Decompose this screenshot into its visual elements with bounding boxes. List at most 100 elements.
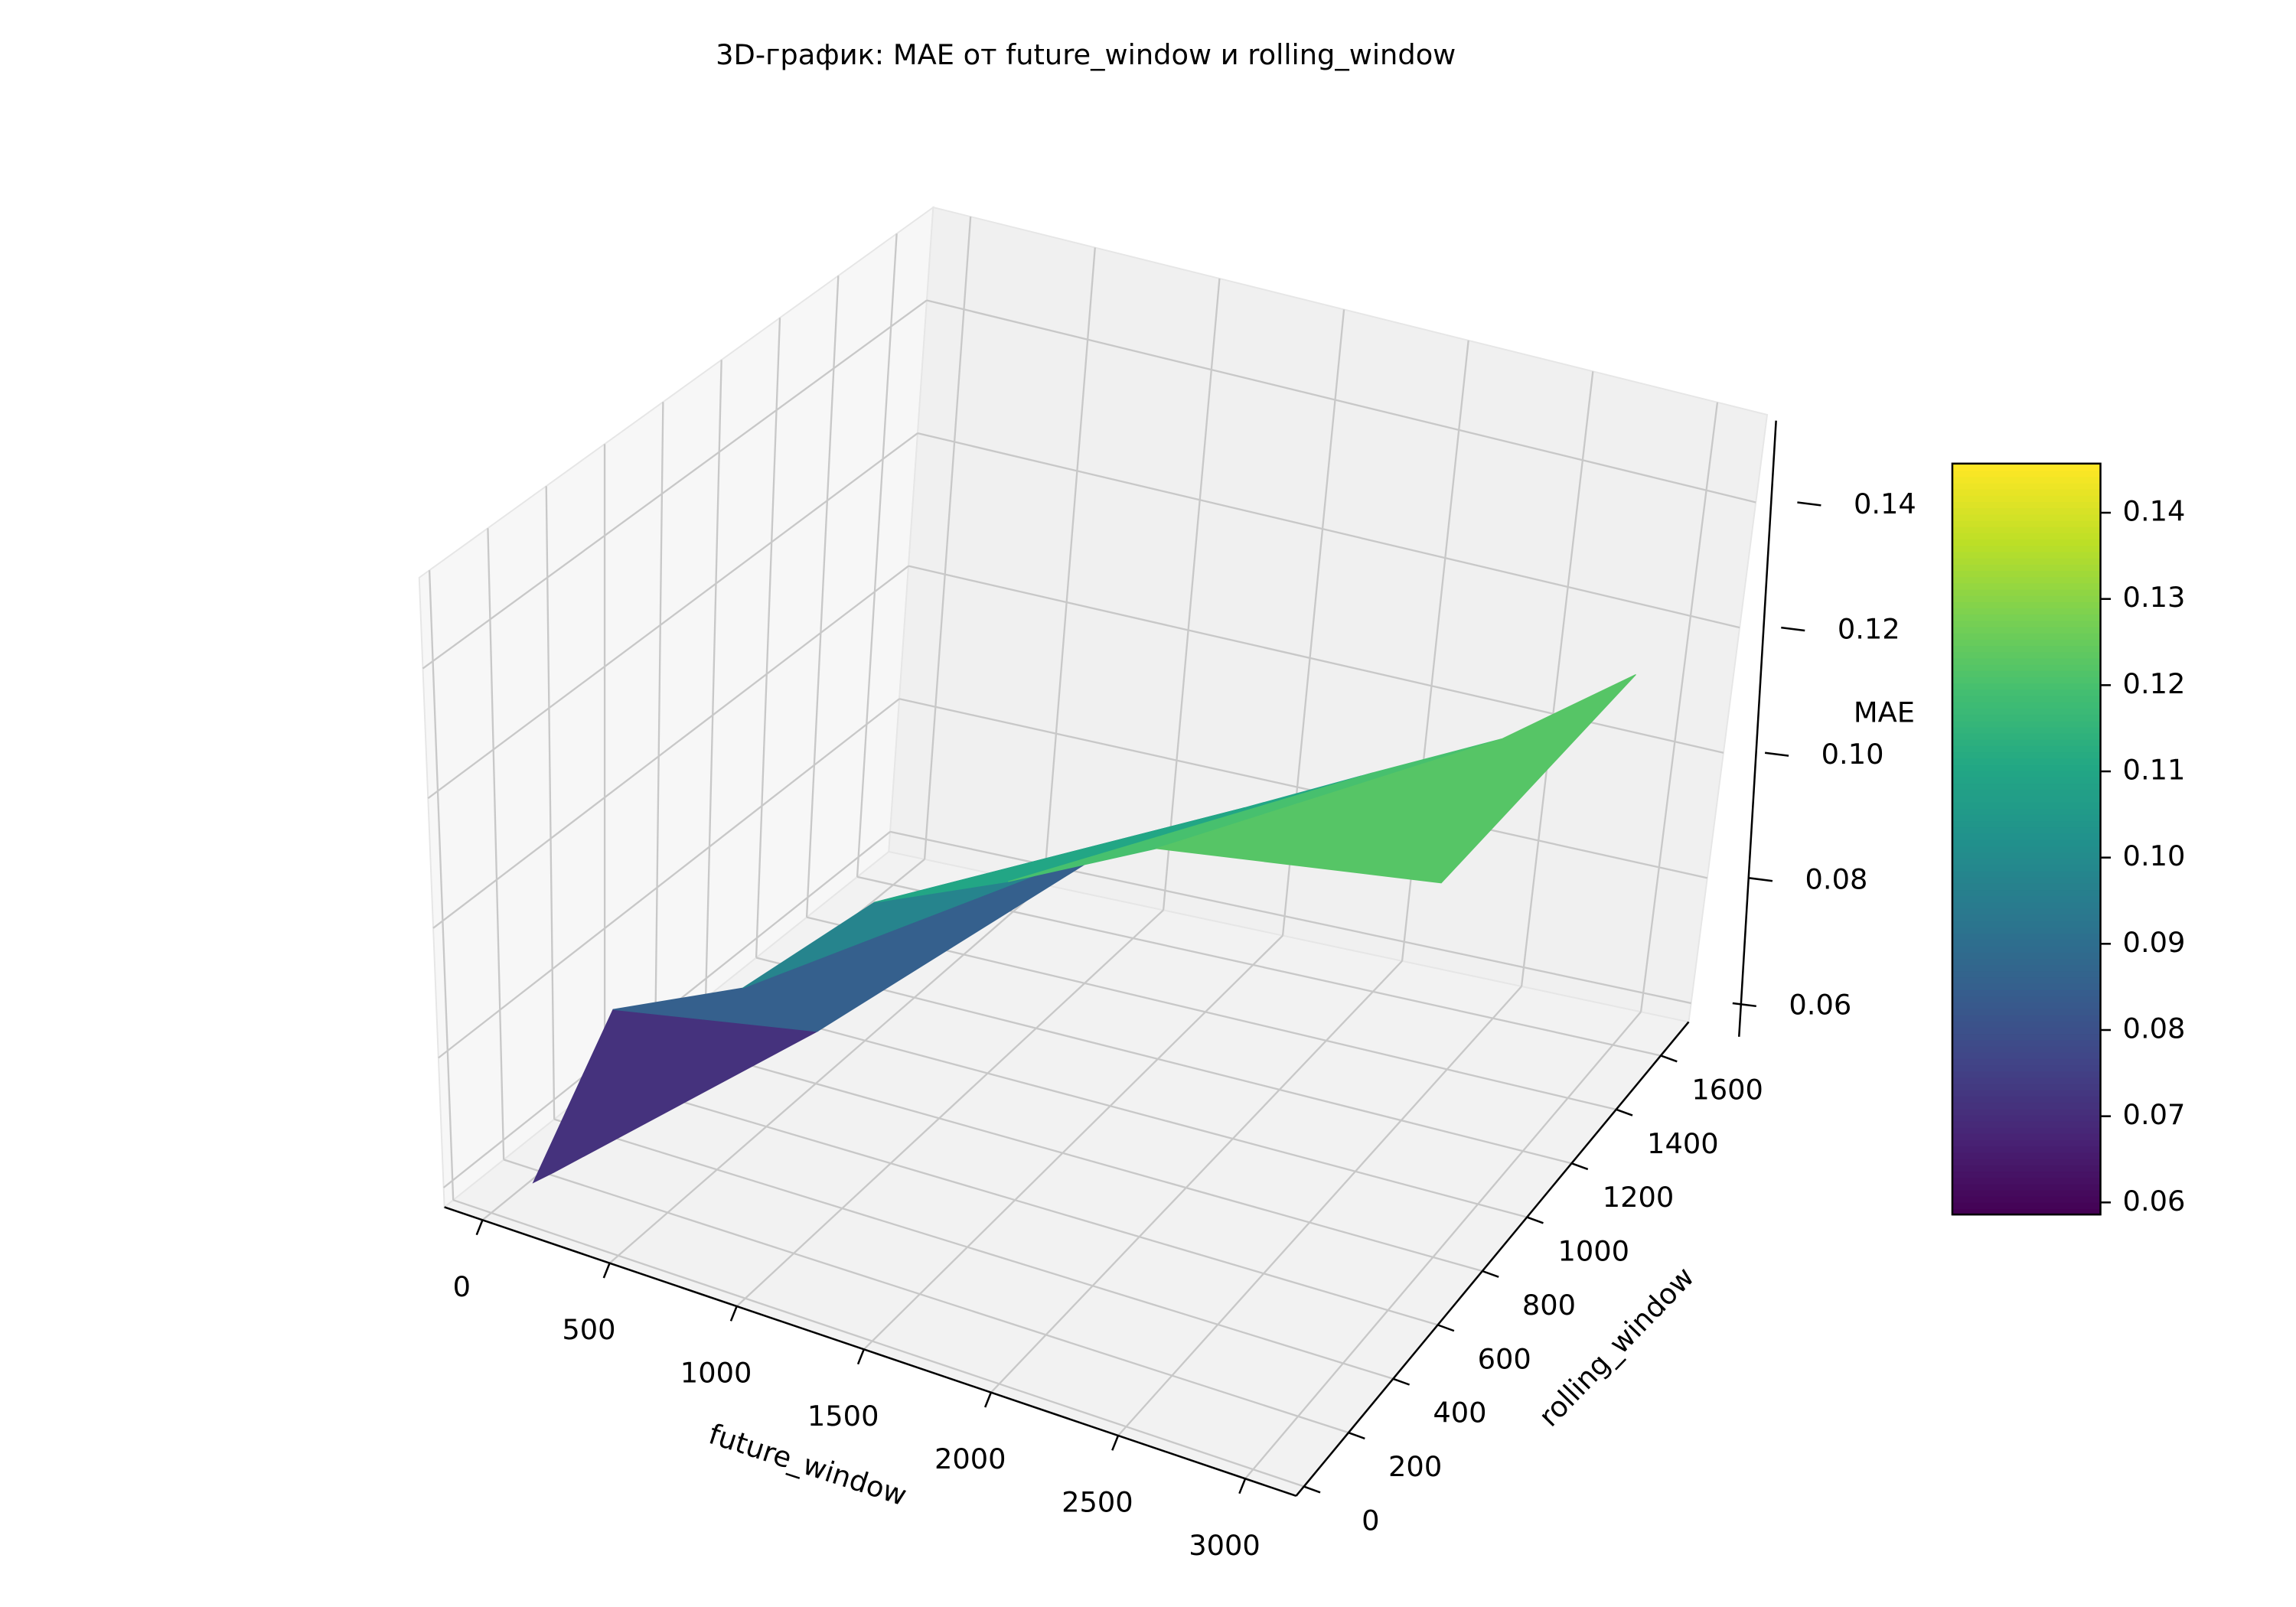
- colorbar-tick-label: 0.10: [2123, 839, 2186, 872]
- colorbar-step: [1952, 507, 2101, 515]
- colorbar-step: [1952, 738, 2101, 746]
- colorbar-step: [1952, 500, 2101, 509]
- x-tick-label: 2500: [1062, 1486, 1133, 1519]
- colorbar-tick-label: 0.09: [2123, 926, 2186, 959]
- x-tick-label: 500: [562, 1313, 615, 1346]
- colorbar-step: [1952, 813, 2101, 822]
- colorbar-step: [1952, 789, 2101, 797]
- colorbar-step: [1952, 670, 2101, 677]
- colorbar-step: [1952, 638, 2101, 647]
- colorbar-step: [1952, 713, 2101, 722]
- z-tick-label: 0.06: [1789, 988, 1851, 1021]
- colorbar-step: [1952, 857, 2101, 865]
- y-tick-label: 600: [1478, 1342, 1531, 1375]
- colorbar-step: [1952, 707, 2101, 715]
- grid-line: [1042, 247, 1096, 885]
- colorbar-step: [1952, 476, 2101, 484]
- colorbar-step: [1952, 1126, 2101, 1134]
- colorbar-step: [1952, 1120, 2101, 1128]
- grid-line: [503, 1159, 1349, 1434]
- colorbar-step: [1952, 1095, 2101, 1103]
- colorbar-step: [1952, 538, 2101, 546]
- grid-line: [755, 318, 781, 958]
- colorbar-step: [1952, 1170, 2101, 1178]
- x-tick-label: 0: [453, 1270, 471, 1303]
- colorbar-step: [1952, 1083, 2101, 1090]
- colorbar-step: [1952, 1002, 2101, 1009]
- colorbar-step: [1952, 683, 2101, 690]
- colorbar-step: [1952, 1008, 2101, 1015]
- colorbar-step: [1952, 557, 2101, 565]
- z-tick: [1797, 501, 1821, 507]
- colorbar-step: [1952, 951, 2101, 959]
- grid-line: [899, 698, 1708, 879]
- y-axis-line: [1295, 1021, 1690, 1497]
- chart-title: 3D-график: MAE от future_window и rollin…: [716, 38, 1456, 71]
- colorbar-step: [1952, 939, 2101, 947]
- colorbar-step: [1952, 845, 2101, 852]
- colorbar-step: [1952, 970, 2101, 978]
- colorbar-step: [1952, 864, 2101, 872]
- colorbar-step: [1952, 494, 2101, 503]
- colorbar-step: [1952, 1133, 2101, 1141]
- colorbar-step: [1952, 833, 2101, 840]
- y-tick-label: 1200: [1603, 1181, 1675, 1214]
- colorbar-step: [1952, 801, 2101, 809]
- y-tick: [1392, 1377, 1411, 1386]
- colorbar-step: [1952, 689, 2101, 696]
- colorbar-step: [1952, 632, 2101, 640]
- y-tick-label: 200: [1388, 1450, 1442, 1483]
- colorbar-step: [1952, 469, 2101, 478]
- x-tick: [856, 1348, 865, 1365]
- z-tick-label: 0.14: [1854, 487, 1916, 520]
- x-tick: [983, 1392, 993, 1408]
- colorbar-step: [1952, 701, 2101, 709]
- colorbar-step: [1952, 626, 2101, 634]
- colorbar-tick-label: 0.07: [2123, 1098, 2186, 1131]
- colorbar-step: [1952, 651, 2101, 659]
- y-tick-label: 0: [1362, 1504, 1379, 1537]
- colorbar-step: [1952, 1058, 2101, 1065]
- grid-line: [1520, 371, 1594, 987]
- colorbar-step: [1952, 1114, 2101, 1122]
- colorbar-tick-label: 0.06: [2123, 1185, 2186, 1217]
- grid-line: [856, 233, 898, 877]
- colorbar-step: [1952, 1039, 2101, 1047]
- colorbar-step: [1952, 563, 2101, 571]
- colorbar-step: [1952, 720, 2101, 728]
- x-tick: [1238, 1478, 1247, 1495]
- z-axis-line: [1738, 420, 1777, 1037]
- grid-line: [755, 957, 1572, 1165]
- y-tick-label: 800: [1522, 1289, 1576, 1322]
- colorbar-step: [1952, 551, 2101, 559]
- colorbar-step: [1952, 1208, 2101, 1216]
- colorbar-step: [1952, 795, 2101, 803]
- colorbar-step: [1952, 1139, 2101, 1147]
- grid-line: [608, 884, 1045, 1264]
- colorbar-step: [1952, 1071, 2101, 1078]
- colorbar-step: [1952, 588, 2101, 596]
- x-tick-label: 2000: [934, 1442, 1006, 1475]
- colorbar-step: [1952, 983, 2101, 990]
- grid-line: [1244, 1011, 1642, 1480]
- colorbar-step: [1952, 582, 2101, 590]
- x-tick-label: 3000: [1189, 1529, 1261, 1562]
- grid-line: [990, 960, 1403, 1393]
- colorbar-step: [1952, 776, 2101, 784]
- grid-line: [704, 360, 722, 999]
- grid-line: [923, 217, 972, 859]
- colorbar-step: [1952, 820, 2101, 828]
- grid-line: [604, 1077, 1438, 1326]
- colorbar-step: [1952, 513, 2101, 521]
- y-tick-label: 400: [1433, 1397, 1486, 1429]
- colorbar-step: [1952, 1101, 2101, 1110]
- colorbar-step: [1952, 920, 2101, 928]
- grid-line: [422, 299, 928, 670]
- grid-line: [1162, 278, 1221, 911]
- colorbar-step: [1952, 1045, 2101, 1053]
- colorbar-step: [1952, 926, 2101, 934]
- colorbar-step: [1952, 1158, 2101, 1165]
- colorbar-step: [1952, 782, 2101, 790]
- colorbar-step: [1952, 614, 2101, 621]
